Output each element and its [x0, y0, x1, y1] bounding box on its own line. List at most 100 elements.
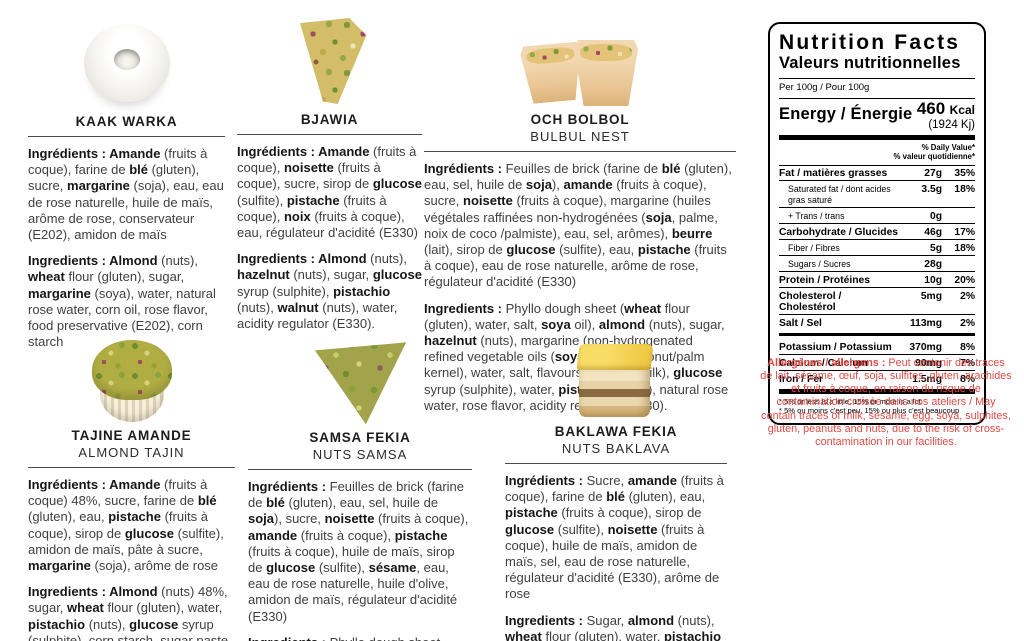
nutrient-label: Iron / Fer [779, 373, 824, 385]
nutrient-dv: 2% [960, 317, 975, 329]
ingredients-fr: Ingrédients : Amande (fruits à coque) 48… [28, 477, 224, 574]
product-subtitle: NUTS BAKLAVA [561, 441, 671, 456]
nutrition-row-sugars: Sugars / Sucres 28g [779, 255, 975, 271]
title-divider [505, 463, 727, 464]
product-title: BJAWIA [300, 112, 359, 127]
och-bolbol-photo [518, 20, 642, 106]
nutrient-amount: 28g [924, 258, 942, 270]
title-divider [28, 136, 225, 137]
nutrient-label: Potassium / Potassium [779, 341, 892, 353]
nutrient-dv: 18% [954, 183, 975, 195]
ingredients-fr: Ingrédients : Feuilles de brick (farine … [424, 161, 732, 290]
nutrient-label: Protein / Protéines [779, 274, 870, 286]
nutrient-label: Calcium / Calcium [779, 357, 868, 369]
product-subtitle: NUTS SAMSA [312, 447, 408, 462]
nutrient-label: Fiber / Fibres [788, 242, 840, 253]
nutrition-row-potassium: Potassium / Potassium 370mg 8% [779, 339, 975, 354]
panel-divider [779, 98, 975, 99]
thick-bar [779, 389, 975, 394]
nutrient-label: Carbohydrate / Glucides [779, 226, 899, 238]
ingredients-fr: Ingrédients : Sucre, amande (fruits à co… [505, 473, 724, 602]
nutrition-title-fr: Valeurs nutritionnelles [779, 54, 961, 72]
nutrient-amount: 3.5g [921, 183, 942, 195]
nutrient-amount: 5mg [920, 290, 942, 302]
daily-value-note-fr: % valeur quotidienne* [893, 152, 975, 161]
energy-kj: (1924 Kj) [928, 119, 975, 131]
panel-divider [779, 78, 975, 79]
ingredients-fr: Ingrédients : Amande (fruits à coque), n… [237, 144, 422, 241]
nutrient-rows: Fat / matières grasses 27g 35% Saturated… [779, 164, 975, 331]
daily-value-note: % Daily Value* % valeur quotidienne* [779, 143, 975, 162]
nutrient-amount: 370mg [909, 341, 942, 353]
serving-size: Per 100g / Pour 100g [779, 82, 870, 93]
baklava-glazed-top [576, 344, 654, 370]
nutrition-title-en: Nutrition Facts [779, 31, 961, 54]
nutrient-dv: 2% [960, 290, 975, 302]
product-title: TAJINE AMANDE [71, 428, 192, 443]
title-divider [248, 469, 472, 470]
ingredients-fr: Ingrédients : Amande (fruits à coque), f… [28, 146, 224, 243]
product-card-kaak-warka: KAAK WARKA Ingrédients : Amande (fruits … [28, 16, 225, 360]
nutrient-amount: 5g [929, 242, 942, 254]
nutrient-dv: 20% [954, 274, 975, 286]
nutrient-amount: 113mg [909, 317, 942, 329]
nutrient-dv: 17% [954, 226, 975, 238]
nutrient-amount: 90mg [915, 357, 942, 369]
product-card-tajine-amande: TAJINE AMANDE ALMOND TAJIN Ingrédients :… [28, 338, 235, 641]
ingredients-en: Ingredients : Almond (nuts), wheat flour… [28, 253, 216, 350]
nutrition-row-calcium: Calcium / Calcium 90mg 7% [779, 354, 975, 370]
ingredients-en: Ingredients : Phyllo dough sheet (wheat … [248, 635, 472, 641]
nutrient-dv: 8% [960, 373, 975, 385]
ingredients-fr: Ingrédients : Feuilles de brick (farine … [248, 479, 469, 624]
nutrient-dv: 8% [960, 341, 975, 353]
title-divider [237, 134, 422, 135]
nutrient-amount: 0g [929, 210, 942, 222]
nutrition-row-carbohydrate: Carbohydrate / Glucides 46g 17% [779, 223, 975, 239]
nutrition-row-fiber: Fiber / Fibres 5g 18% [779, 239, 975, 255]
title-divider [28, 467, 235, 468]
kaak-warka-photo [83, 24, 170, 102]
baklawa-fekia-photo [576, 344, 656, 420]
product-title: BAKLAWA FEKIA [554, 424, 678, 439]
nutrient-dv: 35% [954, 167, 975, 179]
mineral-rows: Potassium / Potassium 370mg 8% Calcium /… [779, 339, 975, 386]
nutrition-row-saturated-fat: Saturated fat / dont acides gras saturé … [779, 180, 975, 207]
nutrient-amount: 27g [924, 167, 942, 179]
nutrient-label: Cholesterol / Cholestérol [779, 290, 842, 313]
product-card-baklawa-fekia: BAKLAWA FEKIA NUTS BAKLAVA Ingrédients :… [505, 338, 727, 641]
allergens-note: Allergènes / allergens : Peut contenir d… [760, 356, 1012, 449]
bjawia-photo [299, 18, 367, 104]
nutrition-row-cholesterol: Cholesterol / Cholestérol 5mg 2% [779, 287, 975, 314]
nutrient-amount: 46g [924, 226, 942, 238]
nutrient-amount: 10g [924, 274, 942, 286]
product-card-bjawia: BJAWIA Ingrédients : Amande (fruits à co… [237, 16, 422, 342]
nutrition-facts-panel: Nutrition Facts Valeurs nutritionnelles … [768, 22, 986, 426]
thick-bar [779, 135, 975, 140]
product-subtitle: ALMOND TAJIN [78, 445, 185, 460]
nest-cup-right [574, 40, 638, 106]
ingredients-en: Ingredients : Almond (nuts), hazelnut (n… [237, 251, 422, 332]
nutrient-label: Fat / matières grasses [779, 167, 888, 179]
footnote-fr: * 5% ou moins c'est peu, 15% ou plus c'e… [779, 406, 960, 416]
product-title: OCH BOLBOL [530, 112, 630, 127]
ingredients-en: Ingredients : Almond (nuts) 48%, sugar, … [28, 584, 232, 641]
energy-row: Energy / Énergie 460 Kcal (1924 Kj) [779, 100, 975, 132]
nutrient-label: Salt / Sel [779, 317, 822, 329]
footnote-en: * 5% or less is a little, 15% or more is… [779, 396, 921, 406]
footnotes: * 5% or less is a little, 15% or more is… [779, 397, 975, 416]
nutrition-row-trans: + Trans / trans 0g [779, 207, 975, 223]
nutrient-label: + Trans / trans [788, 210, 845, 221]
nutrient-amount: 1.5mg [912, 373, 942, 385]
nutrition-row-salt: Salt / Sel 113mg 2% [779, 314, 975, 330]
nutrition-row-protein: Protein / Protéines 10g 20% [779, 271, 975, 287]
nutrient-dv: 18% [954, 242, 975, 254]
energy-label: Energy / Énergie [779, 105, 913, 123]
baklava-front-face [579, 367, 650, 417]
nutrition-row-iron: Iron / Fer 1.5mg 8% [779, 370, 975, 386]
title-divider [424, 151, 736, 152]
tajine-amande-photo [85, 340, 179, 422]
daily-value-note-en: % Daily Value* [921, 142, 975, 152]
nutrient-dv: 7% [960, 357, 975, 369]
product-title: SAMSA FEKIA [309, 430, 411, 445]
